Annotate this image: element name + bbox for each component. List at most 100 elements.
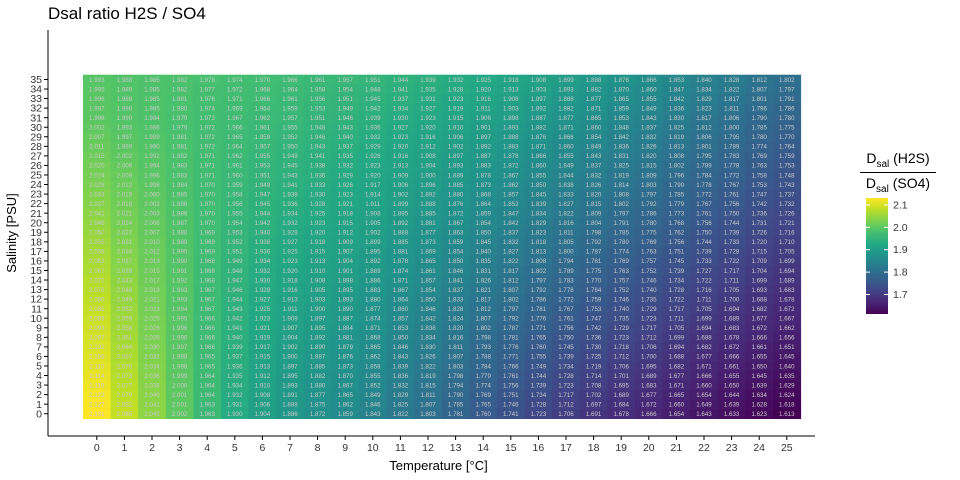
heatmap-cell <box>773 103 802 114</box>
heatmap-cell <box>193 380 222 391</box>
cell-value-label: 1.906 <box>448 134 464 141</box>
cell-value-label: 1.820 <box>448 325 464 332</box>
cell-value-label: 1.979 <box>172 115 188 122</box>
cell-value-label: 1.932 <box>255 268 271 275</box>
cell-value-label: 1.947 <box>255 191 271 198</box>
y-tick-label: 0 <box>36 408 42 420</box>
heatmap-cell <box>165 93 194 104</box>
heatmap-cell <box>497 84 526 95</box>
cell-value-label: 1.826 <box>475 277 491 284</box>
heatmap-cell <box>303 294 332 305</box>
cell-value-label: 1.855 <box>558 153 574 160</box>
cell-value-label: 1.874 <box>365 316 381 323</box>
heatmap-cell <box>138 399 167 410</box>
cell-value-label: 1.796 <box>751 105 767 112</box>
heatmap-cell <box>165 323 194 334</box>
cell-value-label: 1.714 <box>586 373 602 380</box>
heatmap-cell <box>83 103 112 114</box>
heatmap-cell <box>690 323 719 334</box>
heatmap-cell <box>276 313 305 324</box>
cell-value-label: 1.815 <box>641 163 657 170</box>
cell-value-label: 1.888 <box>420 201 436 208</box>
heatmap-cell <box>497 380 526 391</box>
heatmap-cell <box>165 217 194 228</box>
cell-value-label: 1.959 <box>227 182 243 189</box>
heatmap-cell <box>193 179 222 190</box>
cell-value-label: 1.824 <box>448 316 464 323</box>
cell-value-label: 1.996 <box>89 96 105 103</box>
heatmap-cell <box>579 275 608 286</box>
heatmap-cell <box>662 112 691 123</box>
cell-value-label: 1.728 <box>558 373 574 380</box>
cell-value-label: 1.651 <box>779 344 795 351</box>
cell-value-label: 1.723 <box>613 335 629 342</box>
heatmap-cell <box>138 408 167 419</box>
heatmap-cell <box>524 93 553 104</box>
heatmap-cell <box>745 313 774 324</box>
heatmap-cell <box>579 160 608 171</box>
cell-value-label: 1.948 <box>227 268 243 275</box>
cell-value-label: 1.928 <box>448 86 464 93</box>
y-axis-label: Salinity [PSU] <box>4 193 19 272</box>
heatmap-cell <box>138 342 167 353</box>
heatmap-cell <box>635 112 664 123</box>
heatmap-cell <box>221 198 250 209</box>
cell-value-label: 1.742 <box>586 325 602 332</box>
heatmap-cell <box>276 389 305 400</box>
cell-value-label: 2.021 <box>144 296 160 303</box>
legend-color-bar <box>866 198 888 314</box>
heatmap-cell <box>552 370 581 381</box>
heatmap-cell <box>110 170 139 181</box>
cell-value-label: 2.123 <box>89 392 105 399</box>
cell-value-label: 1.787 <box>586 249 602 256</box>
cell-value-label: 1.972 <box>227 86 243 93</box>
cell-value-label: 1.951 <box>365 77 381 84</box>
heatmap-cell <box>552 265 581 276</box>
heatmap-cell <box>635 103 664 114</box>
cell-value-label: 1.744 <box>531 373 547 380</box>
cell-value-label: 1.917 <box>255 344 271 351</box>
heatmap-cell <box>303 170 332 181</box>
heatmap-cell <box>414 189 443 200</box>
cell-value-label: 1.711 <box>669 316 685 323</box>
heatmap-cell <box>441 93 470 104</box>
cell-value-label: 1.939 <box>227 344 243 351</box>
heatmap-cell <box>303 237 332 248</box>
cell-value-label: 1.970 <box>199 220 215 227</box>
cell-value-label: 1.807 <box>751 86 767 93</box>
heatmap-cell <box>469 313 498 324</box>
cell-value-label: 1.793 <box>475 344 491 351</box>
heatmap-cell <box>497 408 526 419</box>
y-tick-label: 7 <box>36 341 42 353</box>
cell-value-label: 1.822 <box>724 86 740 93</box>
heatmap-cell <box>221 208 250 219</box>
heatmap-cell <box>193 160 222 171</box>
cell-value-label: 1.898 <box>503 115 519 122</box>
heatmap-cell <box>303 361 332 372</box>
heatmap-cell <box>662 303 691 314</box>
cell-value-label: 1.970 <box>199 201 215 208</box>
heatmap-cell <box>607 284 636 295</box>
cell-value-label: 1.853 <box>613 115 629 122</box>
heatmap-cell <box>193 198 222 209</box>
cell-value-label: 1.781 <box>503 335 519 342</box>
heatmap-cell <box>276 380 305 391</box>
cell-value-label: 1.843 <box>393 354 409 361</box>
cell-value-label: 1.672 <box>779 306 795 313</box>
cell-value-label: 1.903 <box>310 296 326 303</box>
cell-value-label: 1.666 <box>641 411 657 418</box>
cell-value-label: 1.857 <box>503 191 519 198</box>
heatmap-cell <box>690 380 719 391</box>
heatmap-cell <box>414 408 443 419</box>
heatmap-cell <box>717 275 746 286</box>
heatmap-cell <box>524 227 553 238</box>
cell-value-label: 1.661 <box>751 344 767 351</box>
cell-value-label: 1.723 <box>558 382 574 389</box>
heatmap-cell <box>221 227 250 238</box>
cell-value-label: 1.865 <box>586 115 602 122</box>
cell-value-label: 1.938 <box>255 239 271 246</box>
heatmap-cell <box>414 389 443 400</box>
heatmap-cell <box>662 265 691 276</box>
heatmap-cell <box>690 284 719 295</box>
cell-value-label: 1.950 <box>282 144 298 151</box>
